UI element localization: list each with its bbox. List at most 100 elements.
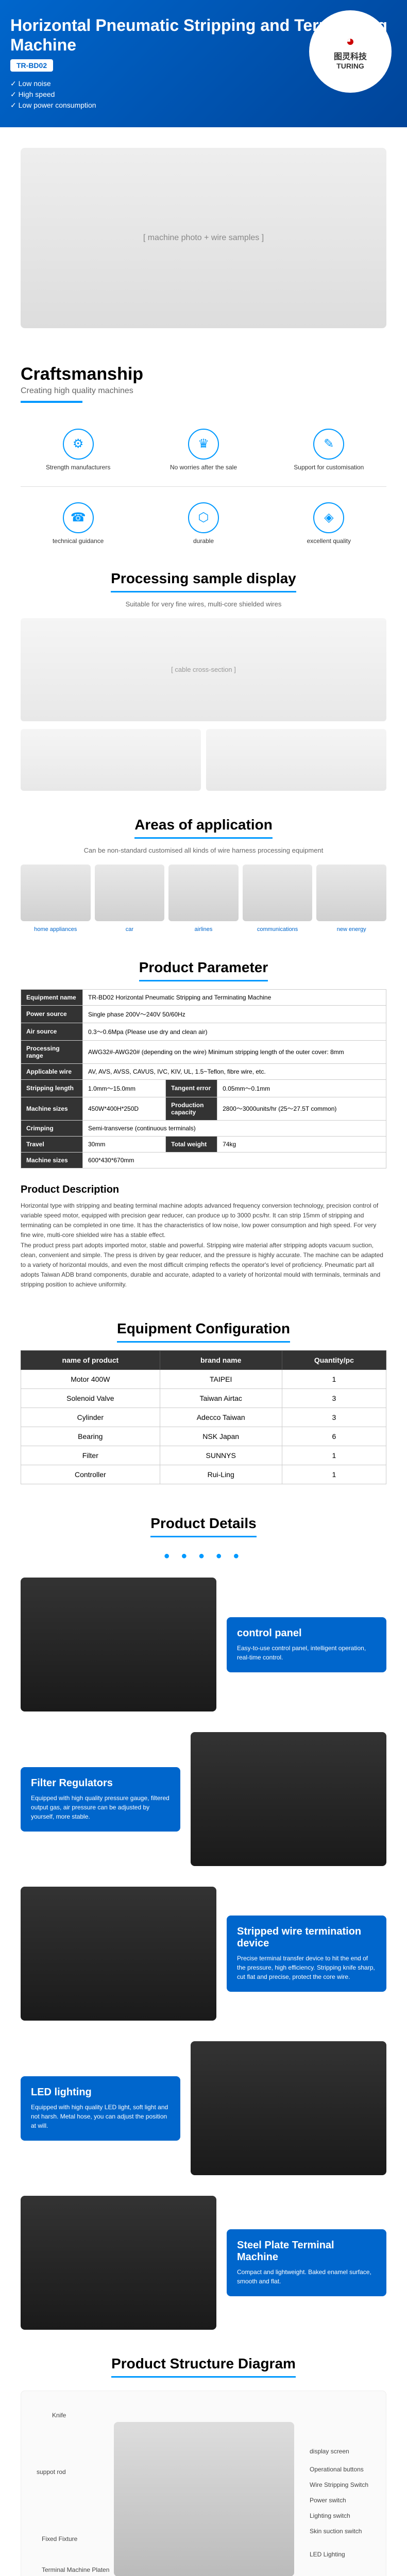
craftsmanship-subtitle: Creating high quality machines — [21, 386, 386, 396]
app-item: home appliances — [21, 865, 91, 934]
param-value: 450W*400H*250D — [83, 1097, 166, 1120]
config-cell: Adecco Taiwan — [160, 1408, 282, 1427]
config-cell: 1 — [282, 1370, 386, 1389]
table-row: Processing rangeAWG32#-AWG20# (depending… — [21, 1040, 386, 1063]
detail-row: Steel Plate Terminal MachineCompact and … — [0, 2185, 407, 2340]
table-row: Applicable wireAV, AVS, AVSS, CAVUS, IVC… — [21, 1063, 386, 1079]
detail-row: Filter RegulatorsEquipped with high qual… — [0, 1722, 407, 1876]
detail-title: control panel — [237, 1628, 376, 1639]
app-label: car — [126, 926, 133, 933]
app-image — [168, 865, 239, 921]
config-header: name of product — [21, 1351, 160, 1370]
config-cell: SUNNYS — [160, 1446, 282, 1465]
section-header: Product Details — [0, 1500, 407, 1545]
accent-bar — [21, 401, 82, 403]
param-label: Machine sizes — [21, 1097, 83, 1120]
shield-icon: ⬡ — [188, 502, 219, 533]
machine-illustration — [114, 2422, 294, 2576]
gear-icon: ⚙ — [63, 429, 94, 460]
param-label: Tangent error — [166, 1079, 217, 1097]
config-cell: 3 — [282, 1408, 386, 1427]
config-cell: Motor 400W — [21, 1370, 160, 1389]
dots-decoration: ● ● ● ● ● — [0, 1545, 407, 1567]
table-row: Travel30mmTotal weight74kg — [21, 1136, 386, 1152]
config-cell: Controller — [21, 1465, 160, 1484]
config-cell: 6 — [282, 1427, 386, 1446]
icon-label: Strength manufacturers — [15, 464, 141, 471]
structure-label: display screen — [310, 2448, 349, 2455]
feature-item: Low power consumption — [10, 101, 397, 110]
structure-label: Wire Stripping Switch — [310, 2481, 368, 2488]
diamond-icon: ◈ — [313, 502, 344, 533]
brand-logo: ◕ 图灵科技 TURING — [309, 10, 392, 93]
param-value: TR-BD02 Horizontal Pneumatic Stripping a… — [83, 989, 386, 1005]
section-subtitle: Suitable for very fine wires, multi-core… — [0, 600, 407, 608]
structure-label: Power switch — [310, 2497, 346, 2504]
app-image — [316, 865, 386, 921]
param-value: 2800～3000units/hr (25～27.5T common) — [217, 1097, 386, 1120]
divider — [21, 486, 386, 487]
config-cell: Cylinder — [21, 1408, 160, 1427]
detail-text-box: Stripped wire termination devicePrecise … — [227, 1916, 386, 1992]
config-cell: Bearing — [21, 1427, 160, 1446]
section-header: Processing sample display — [0, 555, 407, 600]
config-cell: Rui-Ling — [160, 1465, 282, 1484]
icon-label: durable — [141, 537, 266, 545]
table-row: ControllerRui-Ling1 — [21, 1465, 386, 1484]
param-label: Power source — [21, 1005, 83, 1023]
description-block: Product Description Horizontal type with… — [0, 1179, 407, 1306]
config-cell: 1 — [282, 1446, 386, 1465]
feature-item: High speed — [10, 90, 397, 99]
app-item: communications — [243, 865, 313, 934]
icon-item: ☎technical guidance — [15, 502, 141, 545]
detail-text-box: LED lightingEquipped with high quality L… — [21, 2076, 180, 2141]
section-title-text: Product Structure Diagram — [111, 2355, 296, 2378]
section-subtitle: Can be non-standard customised all kinds… — [0, 846, 407, 854]
structure-label: Operational buttons — [310, 2466, 364, 2473]
structure-label: Skin suction switch — [310, 2528, 362, 2535]
param-value: 0.3～0.6Mpa (Please use dry and clean air… — [83, 1023, 386, 1040]
app-image — [21, 865, 91, 921]
detail-image — [21, 2196, 216, 2330]
param-label: Production capacity — [166, 1097, 217, 1120]
structure-label: Lighting switch — [310, 2512, 350, 2519]
section-header: Product Structure Diagram — [0, 2340, 407, 2385]
app-item: new energy — [316, 865, 386, 934]
param-label: Air source — [21, 1023, 83, 1040]
param-value: AWG32#-AWG20# (depending on the wire) Mi… — [83, 1040, 386, 1063]
param-value: AV, AVS, AVSS, CAVUS, IVC, KIV, UL, 1.5~… — [83, 1063, 386, 1079]
app-item: car — [95, 865, 165, 934]
param-value: 30mm — [83, 1136, 166, 1152]
logo-icon: ◕ — [346, 33, 355, 49]
config-header: Quantity/pc — [282, 1351, 386, 1370]
detail-image — [191, 1732, 386, 1866]
hero-image: [ machine photo + wire samples ] — [21, 148, 386, 328]
param-label: Applicable wire — [21, 1063, 83, 1079]
detail-image — [21, 1578, 216, 1711]
app-image — [95, 865, 165, 921]
icon-label: No worries after the sale — [141, 464, 266, 471]
structure-label: LED Lighting — [310, 2551, 345, 2558]
detail-body: Easy-to-use control panel, intelligent o… — [237, 1643, 376, 1662]
section-header: Product Parameter — [0, 944, 407, 989]
crown-icon: ♛ — [188, 429, 219, 460]
table-row: CrimpingSemi-transverse (continuous term… — [21, 1120, 386, 1136]
param-value: 74kg — [217, 1136, 386, 1152]
detail-text-box: control panel Easy-to-use control panel, … — [227, 1617, 386, 1672]
config-cell: NSK Japan — [160, 1427, 282, 1446]
structure-label: suppot rod — [37, 2468, 66, 2476]
param-label: Equipment name — [21, 989, 83, 1005]
logo-en: TURING — [336, 62, 364, 70]
detail-title: Stripped wire termination device — [237, 1926, 376, 1950]
detail-row: LED lightingEquipped with high quality L… — [0, 2031, 407, 2185]
icon-row-2: ☎technical guidance ⬡ durable ◈excellent … — [0, 492, 407, 555]
detail-body: Equipped with high quality pressure gaug… — [31, 1793, 170, 1821]
sample-image — [21, 729, 201, 791]
table-row: Solenoid ValveTaiwan Airtac3 — [21, 1389, 386, 1408]
detail-row: control panel Easy-to-use control panel, … — [0, 1567, 407, 1722]
icon-item: ◈excellent quality — [266, 502, 392, 545]
section-title-text: Equipment Configuration — [117, 1320, 290, 1343]
sample-row — [0, 729, 407, 801]
table-row: FilterSUNNYS1 — [21, 1446, 386, 1465]
page-header: Horizontal Pneumatic Stripping and Termi… — [0, 0, 407, 127]
